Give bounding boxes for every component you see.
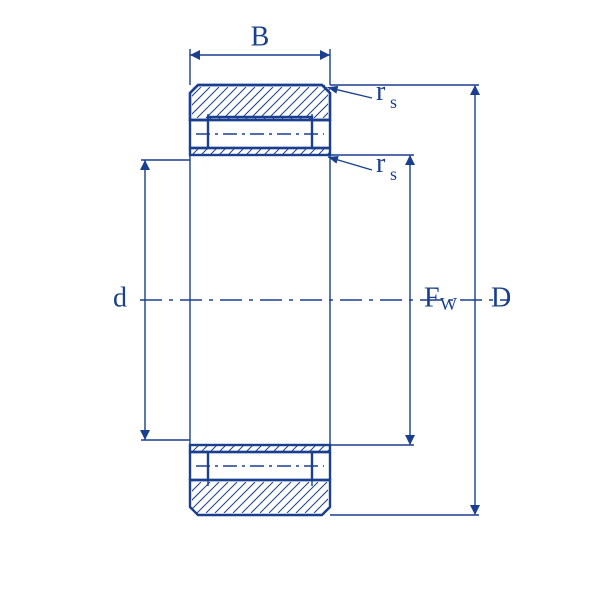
svg-text:r: r (376, 148, 386, 179)
svg-text:D: D (491, 282, 511, 313)
svg-text:W: W (440, 294, 457, 314)
svg-text:d: d (113, 282, 127, 313)
svg-text:s: s (390, 164, 397, 184)
svg-text:r: r (376, 76, 386, 107)
svg-text:s: s (390, 92, 397, 112)
svg-text:F: F (424, 282, 440, 313)
svg-text:B: B (251, 21, 270, 52)
